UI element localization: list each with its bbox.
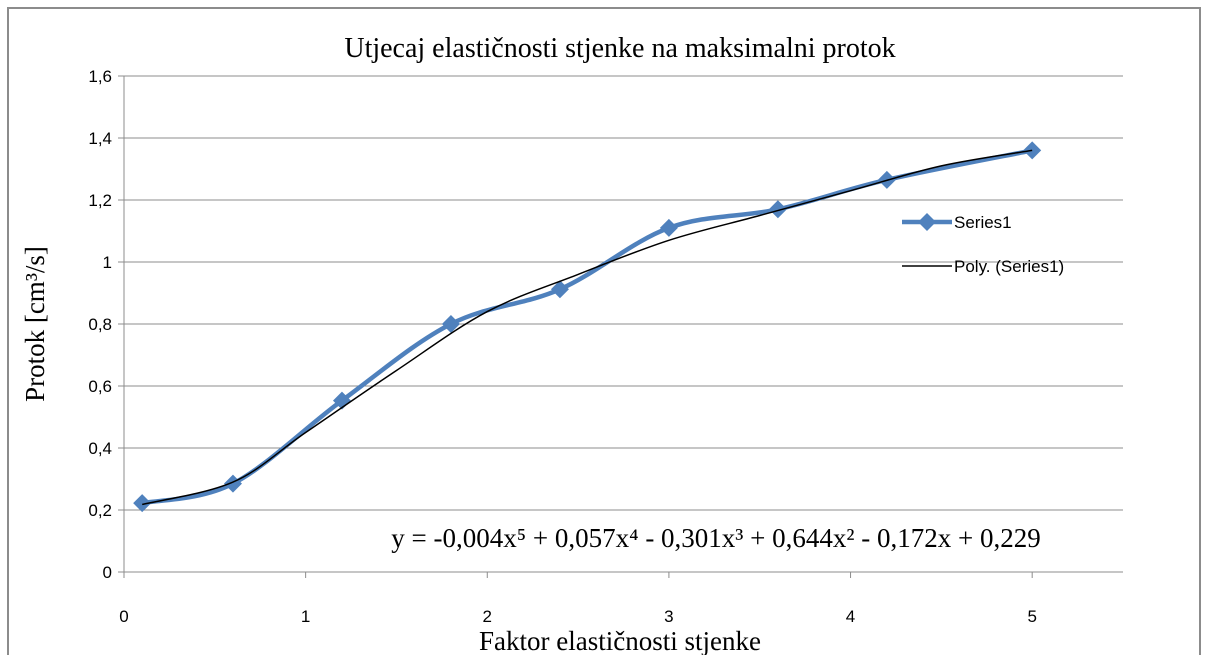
y-tick-label: 1,4 xyxy=(88,129,112,148)
y-tick-label: 1,2 xyxy=(88,191,112,210)
y-tick-label: 1,6 xyxy=(88,67,112,86)
y-tick-label: 1 xyxy=(103,253,112,272)
trendline-equation: y = -0,004x⁵ + 0,057x⁴ - 0,301x³ + 0,644… xyxy=(391,523,1040,553)
x-tick-label: 1 xyxy=(301,607,310,626)
marker xyxy=(223,474,242,493)
chart-title: Utjecaj elastičnosti stjenke na maksimal… xyxy=(344,33,895,64)
marker xyxy=(133,494,152,513)
legend-label: Poly. (Series1) xyxy=(954,257,1064,276)
marker xyxy=(550,280,569,299)
marker xyxy=(659,218,678,237)
x-axis-label: Faktor elastičnosti stjenke xyxy=(479,626,761,655)
y-tick-label: 0,6 xyxy=(88,377,112,396)
x-tick-label: 3 xyxy=(664,607,673,626)
x-tick-label: 4 xyxy=(846,607,855,626)
y-tick-label: 0,2 xyxy=(88,501,112,520)
chart-border xyxy=(7,7,1201,655)
legend-marker xyxy=(918,213,936,231)
series-line xyxy=(141,149,1033,506)
x-tick-label: 2 xyxy=(483,607,492,626)
y-tick-label: 0,4 xyxy=(88,439,112,458)
marker xyxy=(768,200,787,219)
x-tick-label: 5 xyxy=(1027,607,1036,626)
marker xyxy=(441,315,460,333)
legend-label: Series1 xyxy=(954,213,1012,232)
y-axis-label: Protok [cm³/s] xyxy=(20,246,50,402)
y-tick-label: 0 xyxy=(103,563,112,582)
y-tick-label: 0,8 xyxy=(88,315,112,334)
x-tick-label: 0 xyxy=(119,607,128,626)
